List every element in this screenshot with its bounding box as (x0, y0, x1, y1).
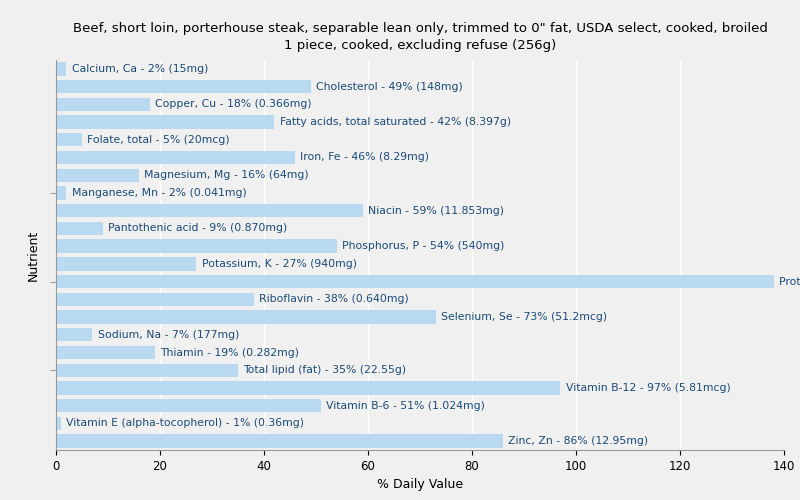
Bar (56, 364, 238, 377)
Text: Iron, Fe - 46% (8.29mg): Iron, Fe - 46% (8.29mg) (301, 152, 430, 162)
Bar (56, 399, 321, 412)
Text: Protein - 138% (68.84g): Protein - 138% (68.84g) (779, 276, 800, 286)
Bar (56, 62, 66, 76)
Bar (56, 98, 150, 111)
Text: Folate, total - 5% (20mcg): Folate, total - 5% (20mcg) (87, 135, 230, 145)
Bar (56, 275, 774, 288)
Bar (56, 240, 337, 253)
Bar (56, 168, 139, 182)
Text: Cholesterol - 49% (148mg): Cholesterol - 49% (148mg) (316, 82, 462, 92)
Bar (56, 310, 436, 324)
Bar (56, 417, 62, 430)
X-axis label: % Daily Value: % Daily Value (377, 478, 463, 492)
Text: Fatty acids, total saturated - 42% (8.397g): Fatty acids, total saturated - 42% (8.39… (280, 117, 510, 127)
Text: Total lipid (fat) - 35% (22.55g): Total lipid (fat) - 35% (22.55g) (243, 365, 406, 375)
Text: Vitamin B-12 - 97% (5.81mcg): Vitamin B-12 - 97% (5.81mcg) (566, 383, 730, 393)
Bar (56, 346, 155, 359)
Text: Copper, Cu - 18% (0.366mg): Copper, Cu - 18% (0.366mg) (155, 100, 311, 110)
Y-axis label: Nutrient: Nutrient (27, 230, 40, 280)
Text: Pantothenic acid - 9% (0.870mg): Pantothenic acid - 9% (0.870mg) (108, 224, 287, 234)
Text: Magnesium, Mg - 16% (64mg): Magnesium, Mg - 16% (64mg) (145, 170, 309, 180)
Bar (56, 204, 363, 218)
Bar (56, 328, 93, 342)
Text: Calcium, Ca - 2% (15mg): Calcium, Ca - 2% (15mg) (72, 64, 208, 74)
Bar (56, 292, 254, 306)
Bar (56, 116, 274, 128)
Text: Manganese, Mn - 2% (0.041mg): Manganese, Mn - 2% (0.041mg) (72, 188, 246, 198)
Text: Phosphorus, P - 54% (540mg): Phosphorus, P - 54% (540mg) (342, 241, 504, 251)
Text: Vitamin E (alpha-tocopherol) - 1% (0.36mg): Vitamin E (alpha-tocopherol) - 1% (0.36m… (66, 418, 304, 428)
Bar (56, 80, 310, 93)
Bar (56, 151, 295, 164)
Title: Beef, short loin, porterhouse steak, separable lean only, trimmed to 0" fat, USD: Beef, short loin, porterhouse steak, sep… (73, 22, 767, 52)
Text: Sodium, Na - 7% (177mg): Sodium, Na - 7% (177mg) (98, 330, 239, 340)
Text: Niacin - 59% (11.853mg): Niacin - 59% (11.853mg) (368, 206, 504, 216)
Text: Potassium, K - 27% (940mg): Potassium, K - 27% (940mg) (202, 259, 357, 269)
Text: Vitamin B-6 - 51% (1.024mg): Vitamin B-6 - 51% (1.024mg) (326, 400, 486, 410)
Bar (56, 186, 66, 200)
Bar (56, 222, 102, 235)
Text: Thiamin - 19% (0.282mg): Thiamin - 19% (0.282mg) (160, 348, 299, 358)
Bar (56, 434, 503, 448)
Text: Zinc, Zn - 86% (12.95mg): Zinc, Zn - 86% (12.95mg) (509, 436, 649, 446)
Text: Selenium, Se - 73% (51.2mcg): Selenium, Se - 73% (51.2mcg) (441, 312, 607, 322)
Bar (56, 133, 82, 146)
Text: Riboflavin - 38% (0.640mg): Riboflavin - 38% (0.640mg) (259, 294, 409, 304)
Bar (56, 382, 561, 394)
Bar (56, 257, 197, 270)
